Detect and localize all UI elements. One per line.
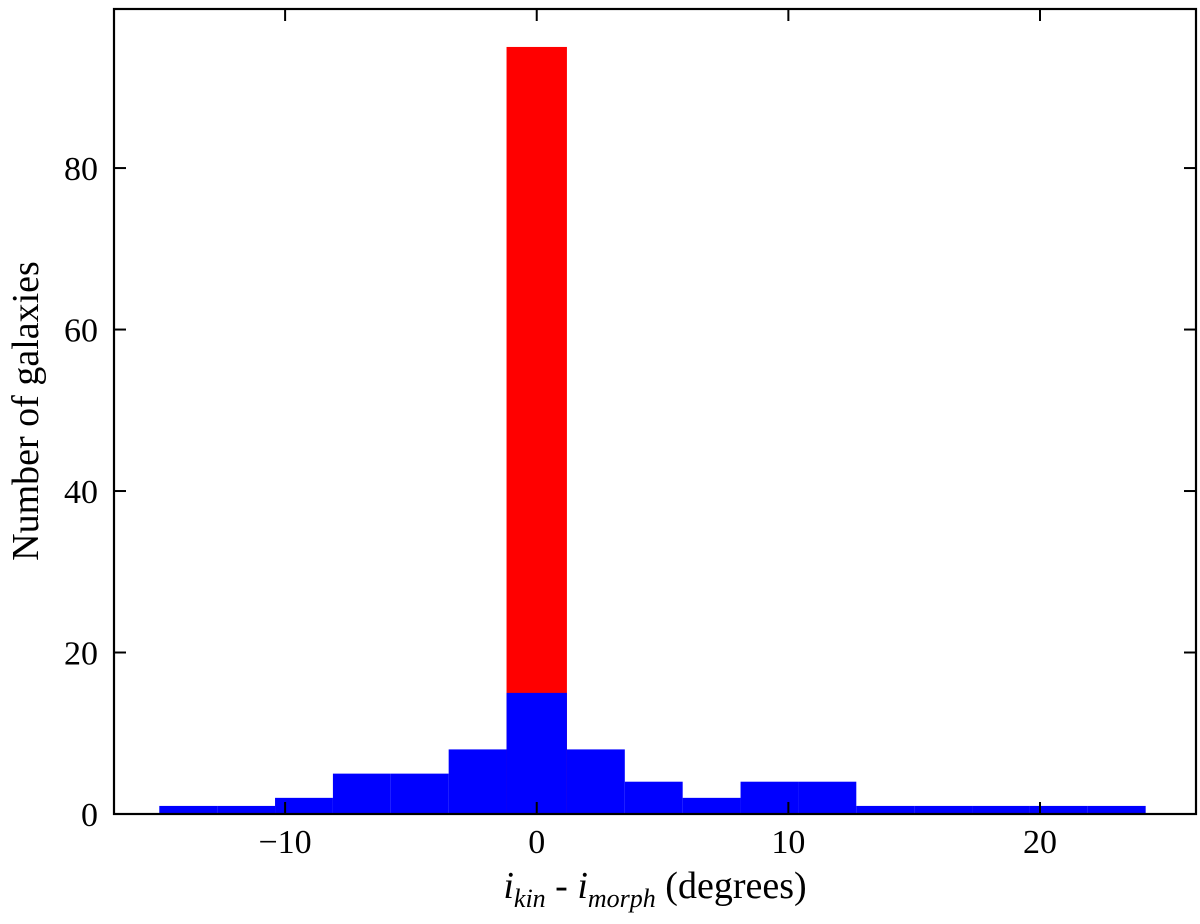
plot-frame: [112, 7, 1198, 816]
blue-bar-3: [332, 773, 391, 814]
x-label-sub1: kin: [514, 884, 546, 913]
blue-bar-8: [624, 781, 683, 814]
blue-bar-14: [972, 805, 1030, 814]
blue-bar-12: [856, 805, 915, 814]
x-label-sep: -: [546, 865, 578, 907]
x-label-var1: i: [503, 865, 514, 907]
x-label-var2: i: [577, 865, 588, 907]
x-tick-label-2: 10: [771, 824, 805, 861]
blue-bar-9: [682, 797, 741, 814]
blue-bar-15: [1029, 805, 1088, 814]
y-tick-label-1: 20: [64, 636, 98, 673]
red-bar-0: [506, 46, 567, 814]
blue-bar-7: [566, 749, 625, 814]
y-tick-label-4: 80: [64, 151, 98, 188]
x-axis-label: ikin - imorph (degrees): [503, 865, 806, 913]
x-label-unit: (degrees): [656, 865, 807, 907]
x-label-sub2: morph: [588, 884, 656, 913]
blue-bar-2: [275, 797, 333, 814]
axis-ticks: [114, 9, 1196, 815]
x-tick-label-0: −10: [259, 824, 312, 861]
blue-bar-0: [159, 805, 218, 814]
y-tick-labels: 0 20 40 60 80: [64, 151, 98, 834]
x-tick-label-3: 20: [1023, 824, 1057, 861]
blue-bar-10: [740, 781, 799, 814]
y-tick-label-2: 40: [64, 474, 98, 511]
blue-bars: [159, 692, 1146, 814]
y-tick-label-3: 60: [64, 313, 98, 350]
x-tick-labels: −10 0 10 20: [259, 824, 1057, 861]
blue-bar-16: [1087, 805, 1146, 814]
x-tick-label-1: 0: [528, 824, 545, 861]
blue-bar-4: [390, 773, 449, 814]
blue-bar-11: [798, 781, 857, 814]
blue-bar-6: [506, 692, 567, 814]
blue-bar-5: [448, 749, 507, 814]
red-bars: [506, 46, 567, 814]
blue-bar-13: [914, 805, 973, 814]
y-axis-label: Number of galaxies: [5, 261, 47, 561]
blue-bar-1: [217, 805, 276, 814]
y-tick-label-0: 0: [81, 797, 98, 834]
